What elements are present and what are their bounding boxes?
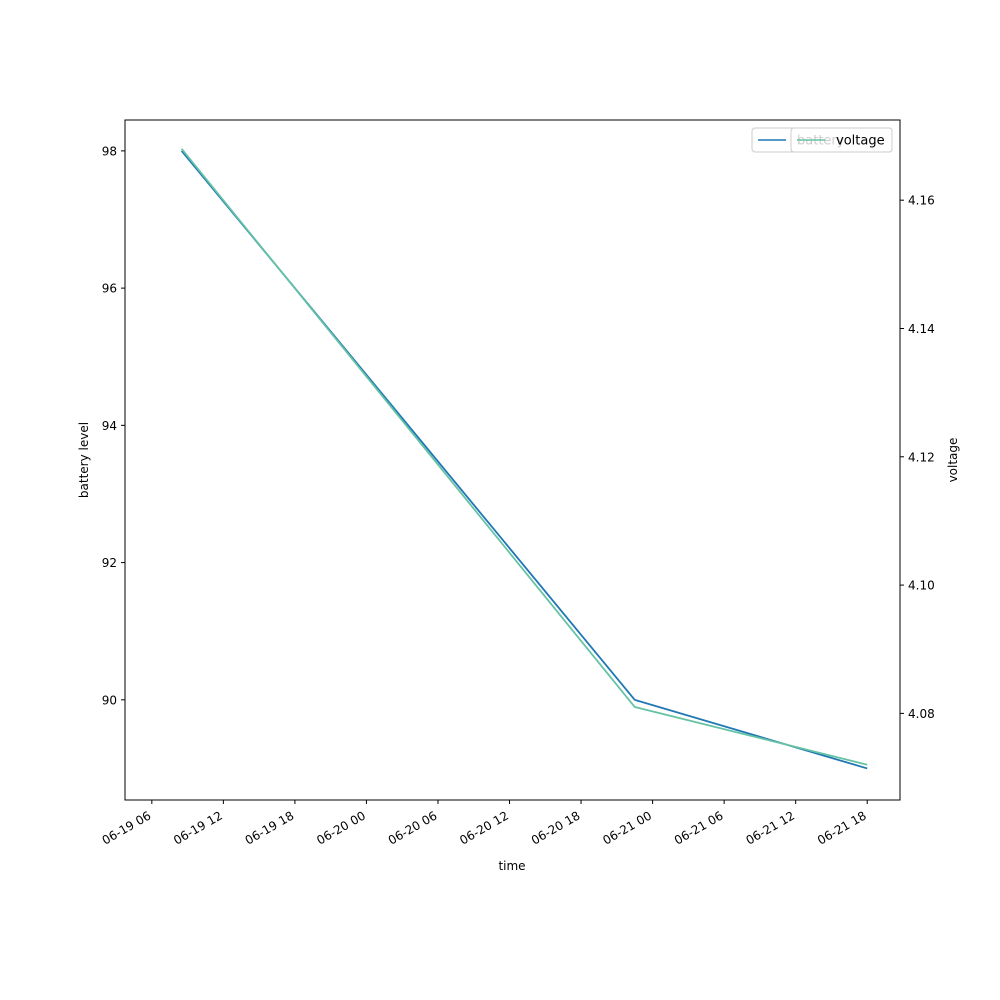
x-tick-label: 06-19 06 [100, 808, 154, 847]
right-tick-label: 4.16 [908, 194, 935, 208]
legend-voltage-label: voltage [836, 134, 885, 149]
x-axis-ticks: 06-19 06 06-19 12 06-19 18 06-20 00 06-20 06… [100, 800, 869, 848]
left-tick-label: 92 [102, 556, 117, 570]
x-tick-label: 06-19 18 [243, 808, 297, 847]
x-tick-label: 06-20 06 [386, 808, 440, 847]
right-tick-label: 4.08 [908, 707, 935, 721]
left-tick-label: 94 [102, 419, 117, 433]
x-tick-label: 06-21 06 [672, 808, 726, 847]
left-tick-label: 96 [102, 282, 117, 296]
x-tick-label: 06-20 12 [457, 808, 511, 847]
right-axis-ticks: 4.08 4.10 4.12 4.14 4.16 [900, 194, 935, 721]
series-line-voltage [180, 148, 868, 766]
left-axis-ticks: 90 92 94 96 98 [102, 144, 125, 707]
plot-frame [124, 119, 901, 801]
x-axis-label: time [498, 859, 525, 873]
x-tick-label: 06-21 12 [743, 808, 797, 847]
legend-voltage: voltage [790, 127, 893, 153]
x-tick-label: 06-20 18 [529, 808, 583, 847]
left-tick-label: 90 [102, 693, 117, 707]
plot-area [125, 120, 900, 800]
x-tick-label: 06-21 18 [815, 808, 869, 847]
x-tick-label: 06-21 00 [600, 808, 654, 847]
left-axis-label: battery level [77, 422, 91, 498]
right-tick-label: 4.14 [908, 322, 935, 336]
x-tick-label: 06-19 12 [171, 808, 225, 847]
series-lines [180, 148, 868, 770]
left-tick-label: 98 [102, 144, 117, 158]
legend-voltage-box [790, 127, 893, 153]
right-tick-label: 4.10 [908, 579, 935, 593]
right-tick-label: 4.12 [908, 450, 935, 464]
right-axis-label: voltage [946, 438, 960, 483]
x-tick-label: 06-20 00 [314, 808, 368, 847]
